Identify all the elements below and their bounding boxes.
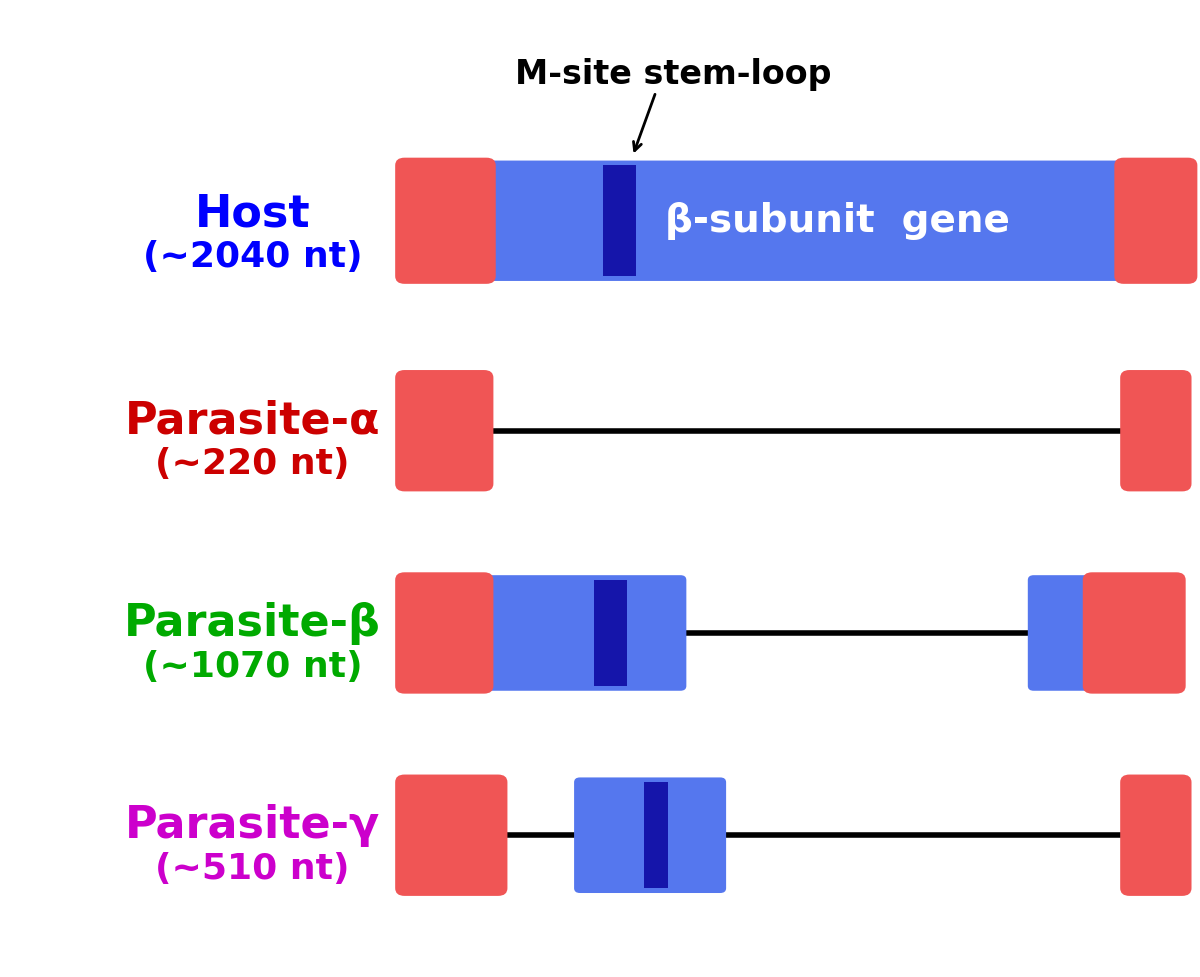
FancyBboxPatch shape: [395, 573, 493, 694]
Bar: [644, 783, 667, 888]
Text: (~510 nt): (~510 nt): [155, 852, 349, 886]
Text: M-site stem-loop: M-site stem-loop: [515, 58, 832, 91]
Text: Parasite-γ: Parasite-γ: [125, 804, 380, 847]
FancyBboxPatch shape: [395, 157, 496, 284]
FancyBboxPatch shape: [574, 778, 726, 893]
Text: β-subunit  gene: β-subunit gene: [665, 202, 1009, 239]
Bar: [594, 580, 626, 686]
FancyBboxPatch shape: [1028, 575, 1098, 691]
Text: Parasite-β: Parasite-β: [124, 602, 380, 645]
FancyBboxPatch shape: [1082, 573, 1186, 694]
FancyBboxPatch shape: [480, 160, 1170, 281]
Text: (~2040 nt): (~2040 nt): [143, 240, 362, 275]
Text: (~1070 nt): (~1070 nt): [143, 650, 362, 684]
Text: Parasite-α: Parasite-α: [125, 400, 380, 443]
Bar: [604, 165, 636, 276]
FancyBboxPatch shape: [1115, 157, 1198, 284]
FancyBboxPatch shape: [395, 775, 508, 896]
FancyBboxPatch shape: [1120, 370, 1192, 491]
FancyBboxPatch shape: [395, 370, 493, 491]
FancyBboxPatch shape: [1120, 775, 1192, 896]
Text: (~220 nt): (~220 nt): [155, 447, 349, 482]
FancyBboxPatch shape: [479, 575, 686, 691]
Text: Host: Host: [194, 192, 311, 235]
